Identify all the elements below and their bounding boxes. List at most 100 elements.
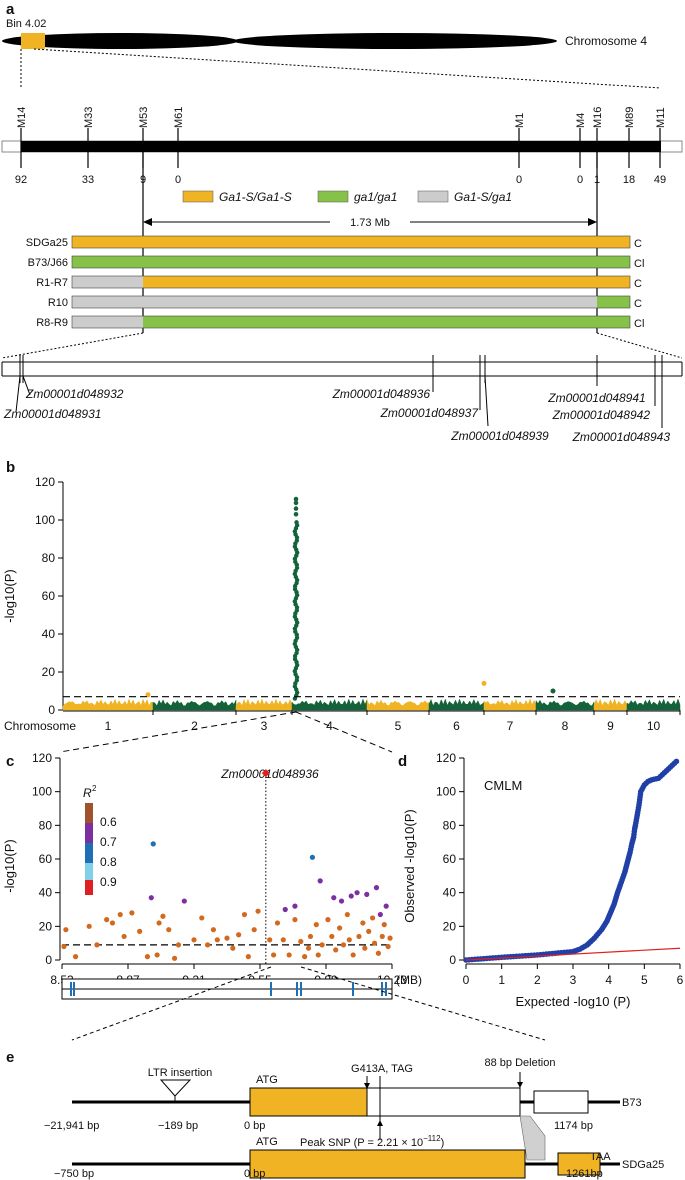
line-phenotype: C: [634, 238, 642, 250]
snp-point: [144, 954, 151, 960]
gene-leader: [484, 375, 489, 427]
snp-point: [109, 920, 116, 926]
line-segment: [597, 256, 630, 268]
b73-pos-left: −21,941 bp: [44, 1120, 99, 1132]
sdga25-pos-left: −750 bp: [54, 1168, 94, 1180]
y-tick-label: 0: [45, 953, 52, 967]
expected-line: [465, 947, 681, 961]
panel-b-label: b: [6, 459, 15, 476]
x-tick-label: 6: [677, 973, 684, 987]
snp-point: [340, 942, 347, 948]
b73-gene-model: [72, 1072, 620, 1161]
line-segment: [143, 276, 597, 288]
sdga25-name: SDGa25: [622, 1159, 664, 1171]
marker-name: M1: [514, 113, 526, 128]
marker-recombinant-count: 49: [654, 174, 666, 186]
line-outline: [71, 235, 631, 249]
y-axis-label: Observed -log10(P): [402, 809, 417, 922]
y-tick-label: 120: [32, 751, 52, 765]
y-tick-label: 80: [42, 551, 56, 565]
snp-point: [305, 945, 312, 951]
markers: M1492M3333M539M610M10M40M161M8918M1149: [15, 107, 667, 186]
manhattan-point: [292, 656, 298, 662]
gene-name: Zm00001d048939: [450, 429, 549, 443]
chromosome-label: 10: [647, 719, 661, 733]
panel-a-label: a: [6, 1, 15, 18]
y-tick-label: 100: [436, 785, 456, 799]
gene-marker: [296, 982, 298, 996]
line-name: R1-R7: [36, 277, 68, 289]
marker-name: M61: [173, 107, 185, 128]
peak-snp-exponent: −112: [423, 1134, 441, 1143]
lead-snp: [261, 769, 270, 778]
snp-point: [292, 917, 298, 923]
manhattan-band: [626, 698, 681, 711]
y-tick-label: 40: [42, 627, 56, 641]
y-tick-label: 100: [32, 785, 52, 799]
snp-point: [129, 910, 135, 916]
snp-point: [267, 937, 273, 943]
gene-marker: [352, 982, 354, 996]
line-name: R10: [48, 297, 68, 309]
legend-label: Ga1-S/ga1: [454, 190, 512, 204]
marker-name: M16: [592, 107, 604, 128]
marker-name: M14: [16, 107, 28, 128]
y-tick-label: 100: [35, 513, 55, 527]
snp-point: [214, 937, 220, 943]
x-tick-label: 1: [498, 973, 505, 987]
line-outline: [71, 295, 631, 309]
snp-point: [171, 955, 178, 961]
sdga25-atg: ATG: [256, 1136, 278, 1148]
y-tick-label: 60: [42, 589, 56, 603]
line-phenotype: Cl: [634, 258, 644, 270]
marker-recombinant-count: 18: [623, 174, 635, 186]
x-axis-label: Chromosome: [4, 719, 76, 733]
chromosome-label: 6: [453, 719, 460, 733]
legend-swatch: [417, 190, 449, 203]
r2-swatch: [85, 880, 93, 895]
snp-label: G413A, TAG: [351, 1063, 413, 1075]
snp-point: [302, 954, 308, 960]
snp-point: [387, 935, 393, 941]
recombinant-lines: SDGa25 C B73/J66 Cl R1-R7 C R10 C R8-R9 Cl: [26, 235, 644, 330]
snp-point: [362, 945, 368, 951]
line-name: B73/J66: [28, 257, 68, 269]
manhattan-plot: 0 20 40 60 80 100 120 -log10(P) 1 2 3 4 5 6 7 8 9 10 Chrom…: [2, 475, 681, 753]
chromosome-label: 2: [191, 719, 198, 733]
marker-name: M53: [138, 107, 150, 128]
r2-level: 0.9: [100, 875, 117, 889]
snp-point: [286, 952, 292, 958]
manhattan-band: [235, 698, 293, 711]
snp-point: [63, 927, 69, 933]
snp-point: [191, 937, 197, 943]
deletion-label: 88 bp Deletion: [485, 1057, 556, 1069]
manhattan-band: [62, 698, 154, 711]
gene-track: [1, 332, 683, 377]
snp-point: [156, 920, 162, 926]
snp-point: [230, 945, 236, 951]
snp-point: [366, 928, 372, 934]
snp-point: [181, 898, 187, 904]
marker-recombinant-count: 0: [175, 174, 181, 186]
gene-marker: [270, 982, 272, 996]
snp-point: [94, 942, 100, 948]
qq-point: [673, 758, 680, 765]
interval-arrow: [143, 218, 597, 226]
manhattan-point: [550, 688, 556, 694]
snp-point: [338, 898, 345, 904]
line-phenotype: C: [634, 298, 642, 310]
snp-point: [245, 954, 251, 960]
marker-bar: [1, 140, 683, 153]
chromosome-label: 9: [607, 719, 614, 733]
peak-snp-text: Peak SNP (P = 2.21 × 10: [300, 1137, 423, 1149]
snp-point: [377, 911, 383, 918]
x-tick-label: 5: [641, 973, 648, 987]
line-segment: [143, 236, 597, 248]
snp-point: [270, 952, 277, 958]
line-name: SDGa25: [26, 237, 68, 249]
manhattan-point: [293, 512, 299, 517]
marker-recombinant-count: 0: [577, 174, 583, 186]
sdga25-gene-model: [72, 1149, 620, 1179]
gene-marker: [385, 982, 387, 996]
